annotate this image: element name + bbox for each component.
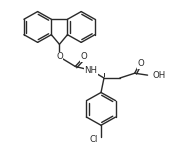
Text: O: O xyxy=(137,59,144,68)
Text: OH: OH xyxy=(152,71,166,80)
Text: NH: NH xyxy=(85,66,98,75)
Text: O: O xyxy=(56,52,63,61)
Text: Cl: Cl xyxy=(90,135,98,144)
Text: O: O xyxy=(81,52,88,61)
